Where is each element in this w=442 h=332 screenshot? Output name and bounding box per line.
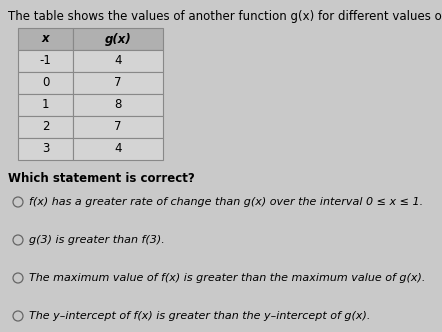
Bar: [73, 138, 163, 160]
Text: 1: 1: [42, 99, 49, 112]
Text: -1: -1: [40, 54, 51, 67]
Bar: [73, 72, 163, 94]
Text: 3: 3: [42, 142, 49, 155]
Text: 0: 0: [42, 76, 49, 90]
Text: g(3) is greater than f(3).: g(3) is greater than f(3).: [29, 235, 165, 245]
Bar: [73, 116, 163, 138]
Bar: [18, 94, 73, 116]
Text: 8: 8: [114, 99, 122, 112]
Bar: [73, 28, 163, 50]
Bar: [18, 116, 73, 138]
Bar: [73, 50, 163, 72]
Bar: [73, 94, 163, 116]
Text: 7: 7: [114, 121, 122, 133]
Text: Which statement is correct?: Which statement is correct?: [8, 172, 195, 185]
Text: x: x: [42, 33, 50, 45]
Text: g(x): g(x): [105, 33, 131, 45]
Text: The y–intercept of f(x) is greater than the y–intercept of g(x).: The y–intercept of f(x) is greater than …: [29, 311, 370, 321]
Bar: [18, 72, 73, 94]
Bar: [18, 28, 73, 50]
Text: The table shows the values of another function g(x) for different values of x.: The table shows the values of another fu…: [8, 10, 442, 23]
Bar: [18, 138, 73, 160]
Text: The maximum value of f(x) is greater than the maximum value of g(x).: The maximum value of f(x) is greater tha…: [29, 273, 425, 283]
Text: 2: 2: [42, 121, 49, 133]
Text: f(x) has a greater rate of change than g(x) over the interval 0 ≤ x ≤ 1.: f(x) has a greater rate of change than g…: [29, 197, 423, 207]
Text: 7: 7: [114, 76, 122, 90]
Text: 4: 4: [114, 54, 122, 67]
Bar: [18, 50, 73, 72]
Text: 4: 4: [114, 142, 122, 155]
